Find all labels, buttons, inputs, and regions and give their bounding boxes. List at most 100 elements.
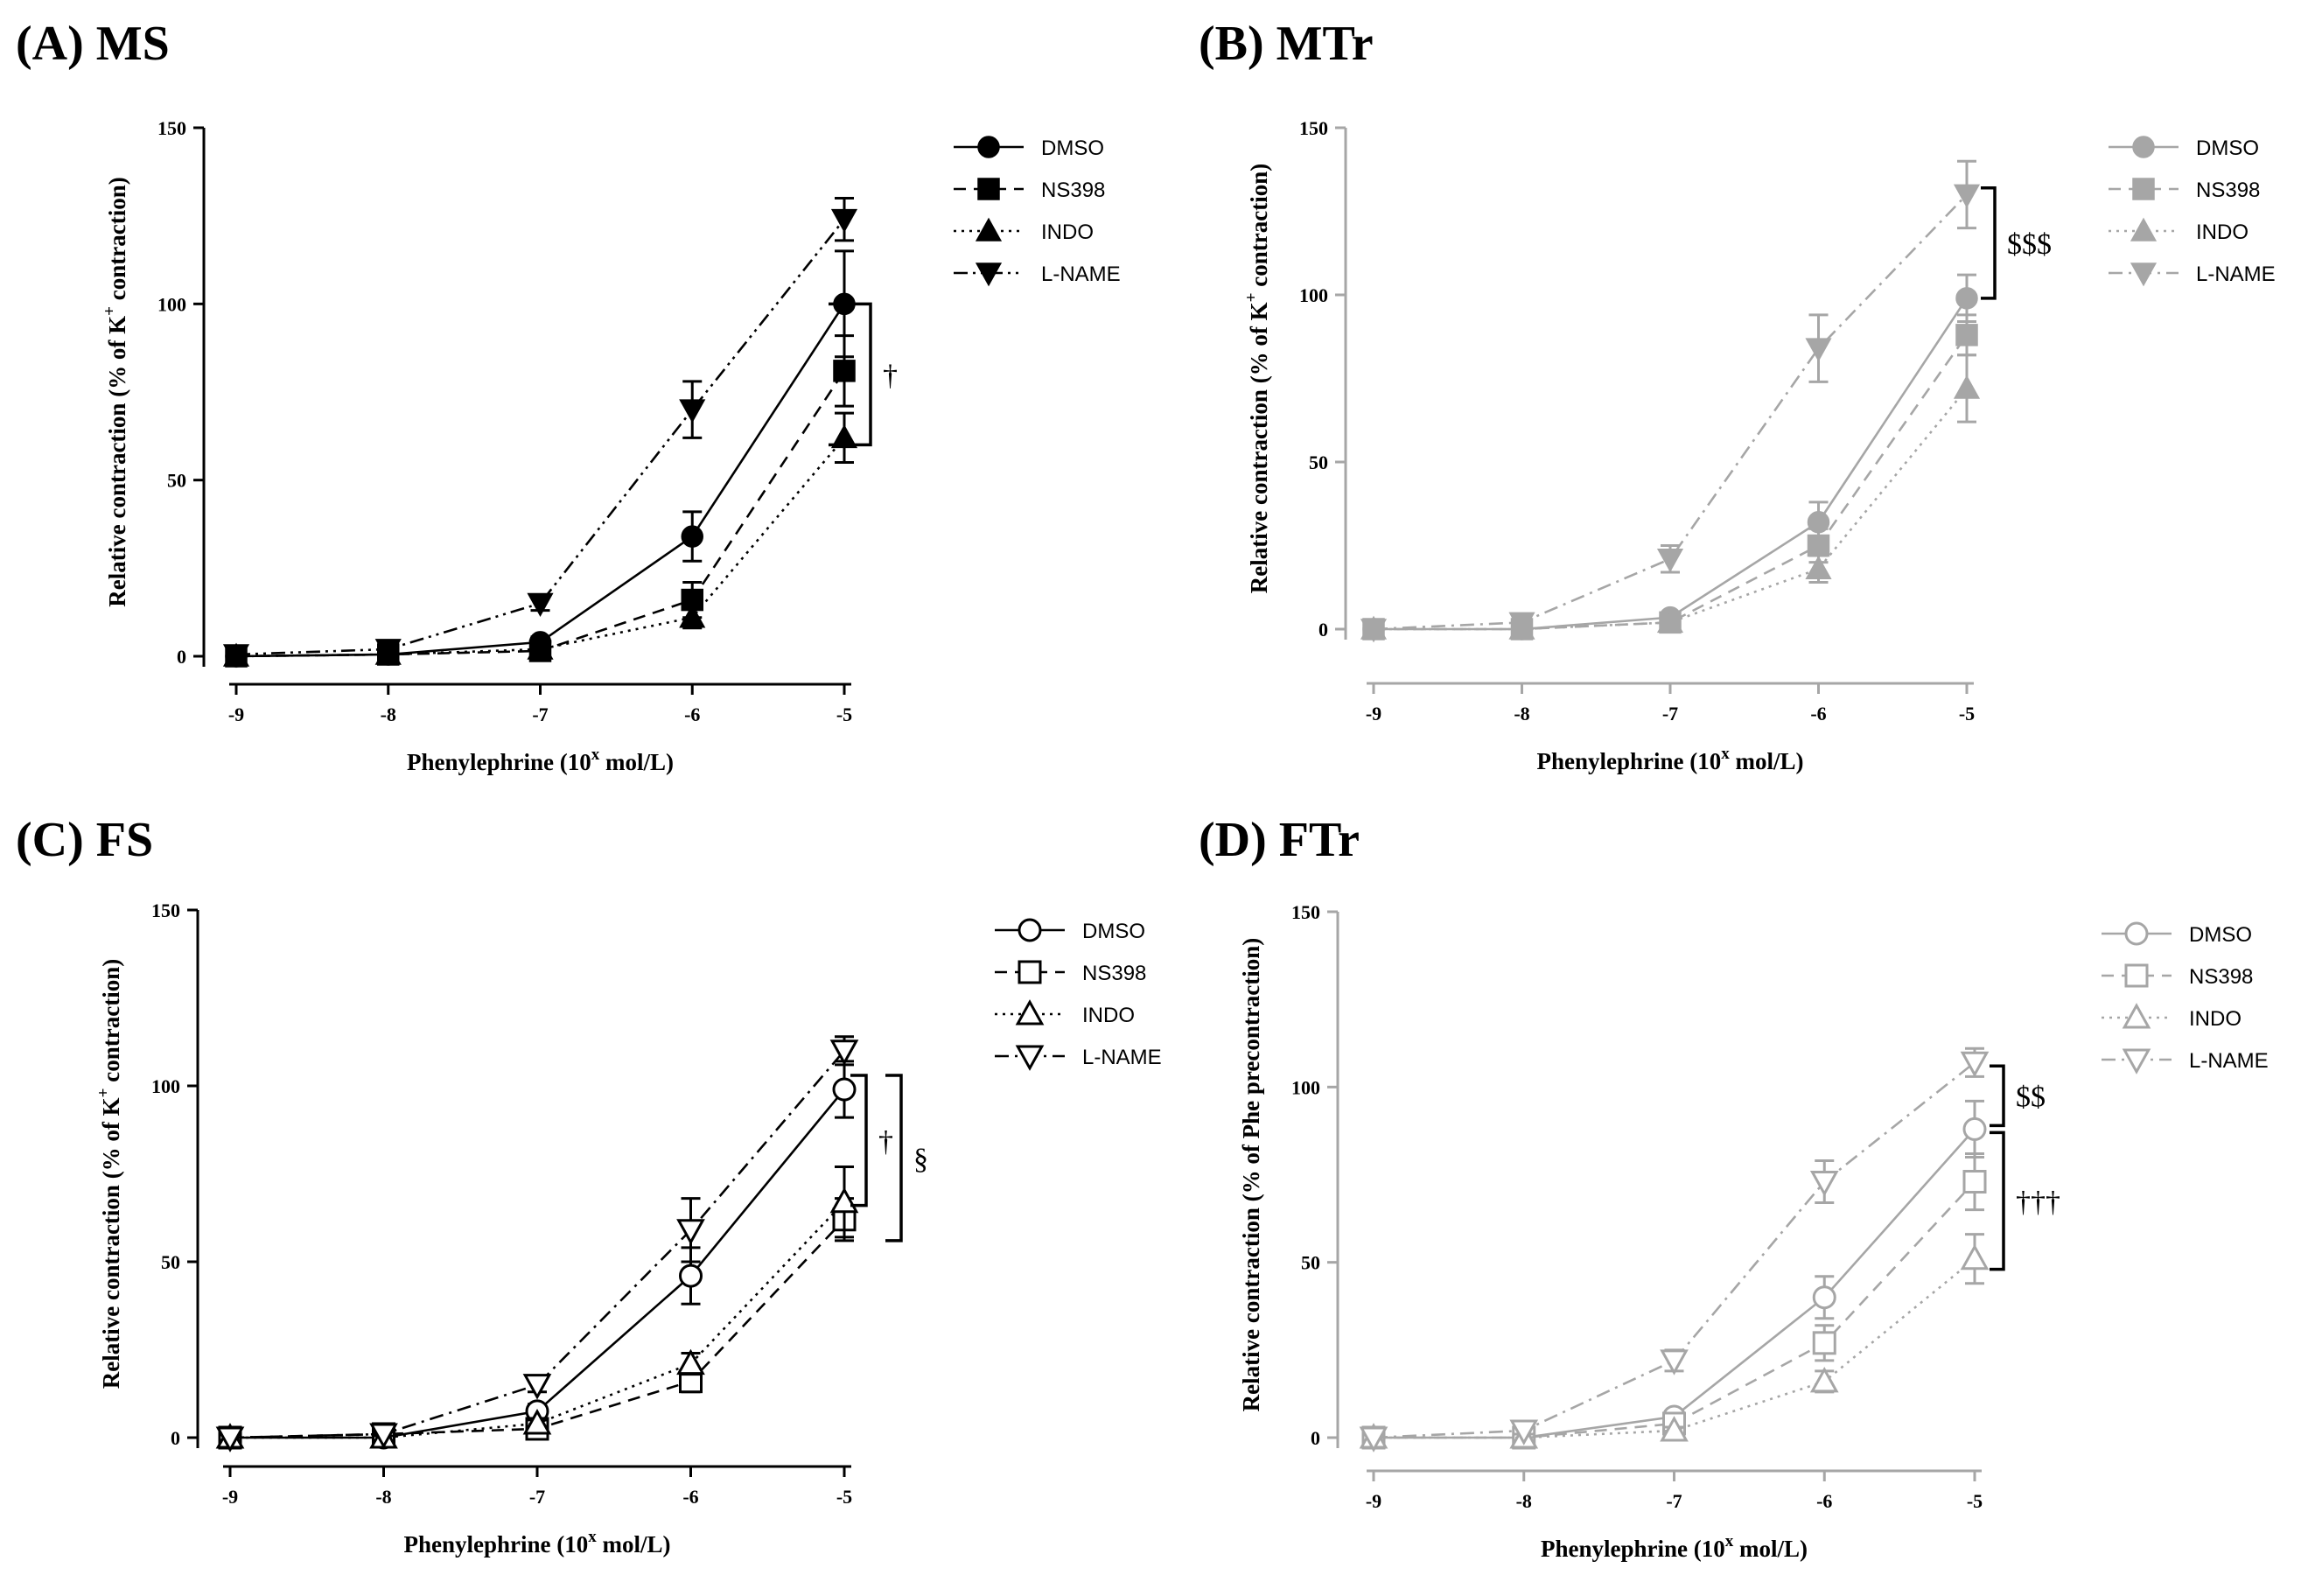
- significance-label: †††: [2016, 1186, 2060, 1219]
- series-line: [1374, 388, 1969, 631]
- data-point: [832, 1077, 857, 1102]
- y-tick-label: 0: [177, 646, 186, 668]
- series-line: [1373, 1061, 1976, 1439]
- series-l-name: [215, 1035, 859, 1452]
- significance-label: †: [878, 1125, 893, 1158]
- panel-label: (C) FS: [16, 813, 153, 867]
- data-point: [1360, 619, 1388, 643]
- data-point: [679, 399, 706, 424]
- legend-item-l-name: L-NAME: [995, 1045, 1162, 1071]
- legend-marker: [1018, 918, 1042, 942]
- x-tick-label: -6: [1816, 1490, 1832, 1512]
- data-point: [1656, 548, 1684, 573]
- legend-item-dmso: DMSO: [954, 136, 1104, 160]
- legend-marker: [2122, 1048, 2151, 1074]
- bracket-line: [850, 1074, 868, 1208]
- data-point: [833, 360, 856, 382]
- data-point: [215, 1426, 245, 1452]
- x-tick-label: -8: [1516, 1490, 1532, 1512]
- series-line: [1374, 334, 1969, 631]
- y-axis-title: Relative contraction (% of K+ contractio…: [101, 177, 130, 606]
- series-ns398: [225, 334, 856, 668]
- legend-label: NS398: [1041, 178, 1105, 202]
- x-tick-label: -8: [1514, 703, 1529, 724]
- y-tick-label: 100: [151, 1075, 180, 1097]
- x-tick-label: -5: [1967, 1490, 1983, 1512]
- legend-item-indo: INDO: [995, 999, 1135, 1027]
- legend-marker: [2124, 963, 2149, 988]
- significance-bracket: †: [850, 1074, 893, 1208]
- data-point: [676, 1348, 705, 1376]
- data-point: [676, 1219, 705, 1245]
- legend-marker: [977, 136, 1000, 158]
- data-point: [1812, 1285, 1836, 1310]
- y-tick-label: 150: [151, 900, 180, 921]
- data-point: [830, 424, 858, 449]
- series-l-name: [1360, 159, 1981, 643]
- series-line: [1374, 298, 1969, 631]
- data-point: [830, 208, 858, 234]
- legend-item-ns398: NS398: [995, 960, 1146, 985]
- legend-marker: [1015, 1045, 1045, 1071]
- data-point: [522, 1409, 552, 1435]
- series-line: [1374, 1180, 1976, 1439]
- legend-label: NS398: [2189, 965, 2253, 989]
- x-tick-label: -6: [1810, 703, 1826, 724]
- y-tick-label: 100: [1299, 284, 1328, 306]
- panel-label: (A) MS: [16, 17, 170, 71]
- x-tick-label: -5: [836, 1486, 852, 1508]
- series-ns398: [1361, 1152, 1987, 1450]
- data-point: [1953, 184, 1981, 208]
- data-point: [1960, 1243, 1990, 1270]
- series-l-name: [222, 197, 858, 668]
- legend-label: L-NAME: [2196, 262, 2276, 286]
- y-tick-label: 100: [1291, 1076, 1320, 1098]
- x-tick-label: -7: [529, 1486, 545, 1508]
- series-l-name: [1359, 1046, 1990, 1452]
- chart-panel-4: (D) FTr 0 50 100 150 -9 -8 -7 -6 -5 Phenylephrine …: [1199, 813, 2269, 1562]
- significance-label: †: [883, 360, 898, 392]
- y-tick-label: 50: [1309, 452, 1328, 473]
- data-point: [1955, 324, 1978, 346]
- series-line: [229, 1049, 845, 1439]
- significance-bracket: §: [885, 1074, 928, 1242]
- legend-item-l-name: L-NAME: [954, 262, 1121, 287]
- chart-panel-1: (A) MS 0 50 100 150 -9 -8 -7 -6 -5 Phenylephrine (…: [16, 17, 1121, 775]
- legend-label: L-NAME: [1041, 262, 1121, 286]
- x-tick-label: -7: [532, 704, 548, 725]
- legend-marker: [977, 178, 1000, 200]
- data-point: [1960, 1051, 1990, 1078]
- y-tick-label: 0: [171, 1427, 180, 1449]
- series-line: [235, 437, 845, 658]
- x-tick-label: -5: [836, 704, 852, 725]
- y-tick-label: 150: [1291, 901, 1320, 923]
- series-line: [1374, 1128, 1976, 1439]
- data-point: [1955, 287, 1978, 310]
- legend-item-dmso: DMSO: [2102, 921, 2252, 947]
- data-point: [1660, 1349, 1689, 1376]
- legend-label: L-NAME: [2189, 1049, 2269, 1073]
- legend-item-indo: INDO: [954, 217, 1094, 244]
- y-axis-title: Relative contraction (% of K+ contractio…: [1242, 164, 1272, 593]
- legend-item-ns398: NS398: [2102, 963, 2253, 989]
- legend-label: NS398: [1082, 962, 1146, 985]
- legend-marker: [2130, 262, 2158, 287]
- y-axis-title: Relative contraction (% of Phe precontra…: [1238, 938, 1264, 1412]
- x-tick-label: -6: [682, 1486, 698, 1508]
- significance-bracket: †: [829, 302, 898, 447]
- data-point: [1962, 1170, 1987, 1194]
- data-point: [1805, 338, 1832, 362]
- legend-marker: [2124, 921, 2149, 946]
- y-tick-label: 50: [1301, 1252, 1320, 1274]
- x-axis-title: Phenylephrine (10x mol/L): [403, 1528, 670, 1558]
- legend-label: DMSO: [2196, 136, 2259, 160]
- legend-label: DMSO: [1041, 136, 1104, 160]
- legend-marker: [2130, 217, 2158, 242]
- data-point: [1809, 1170, 1839, 1197]
- significance-label: §: [913, 1143, 928, 1175]
- data-point: [369, 1423, 398, 1449]
- x-axis-title: Phenylephrine (10x mol/L): [407, 746, 674, 775]
- x-tick-label: -7: [1666, 1490, 1682, 1512]
- data-point: [829, 1040, 859, 1066]
